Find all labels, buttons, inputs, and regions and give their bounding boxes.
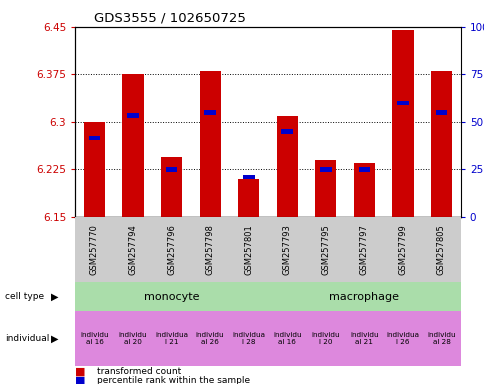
Bar: [191, 311, 229, 366]
Bar: [315, 160, 336, 217]
Bar: [204, 110, 215, 115]
Bar: [75, 217, 113, 282]
Bar: [113, 217, 152, 282]
Text: GSM257801: GSM257801: [243, 224, 253, 275]
Bar: [435, 110, 446, 115]
Bar: [383, 217, 421, 282]
Bar: [421, 311, 460, 366]
Bar: [267, 282, 460, 311]
Text: individua
l 26: individua l 26: [386, 332, 419, 344]
Text: macrophage: macrophage: [329, 291, 398, 302]
Text: individu
al 16: individu al 16: [80, 332, 108, 344]
Bar: [242, 175, 254, 179]
Text: individu
al 28: individu al 28: [426, 332, 455, 344]
Bar: [166, 167, 177, 172]
Text: GSM257793: GSM257793: [282, 224, 291, 275]
Text: individu
al 26: individu al 26: [196, 332, 224, 344]
Bar: [89, 136, 100, 140]
Text: monocyte: monocyte: [144, 291, 199, 302]
Bar: [152, 217, 191, 282]
Bar: [392, 30, 413, 217]
Bar: [199, 71, 220, 217]
Text: ■: ■: [75, 366, 86, 376]
Bar: [238, 179, 259, 217]
Bar: [396, 101, 408, 105]
Text: individu
al 21: individu al 21: [349, 332, 378, 344]
Text: GSM257797: GSM257797: [359, 224, 368, 275]
Text: individual: individual: [5, 334, 49, 343]
Bar: [84, 122, 105, 217]
Text: individu
l 20: individu l 20: [311, 332, 339, 344]
Bar: [267, 217, 306, 282]
Text: GDS3555 / 102650725: GDS3555 / 102650725: [94, 11, 246, 24]
Text: GSM257798: GSM257798: [205, 224, 214, 275]
Text: GSM257795: GSM257795: [320, 224, 330, 275]
Text: individua
l 21: individua l 21: [155, 332, 188, 344]
Bar: [358, 167, 369, 172]
Bar: [306, 217, 345, 282]
Bar: [276, 116, 297, 217]
Bar: [281, 129, 292, 134]
Bar: [345, 217, 383, 282]
Bar: [306, 311, 345, 366]
Bar: [319, 167, 331, 172]
Bar: [267, 311, 306, 366]
Text: GSM257805: GSM257805: [436, 224, 445, 275]
Text: GSM257796: GSM257796: [166, 224, 176, 275]
Bar: [345, 311, 383, 366]
Bar: [353, 163, 374, 217]
Bar: [75, 282, 267, 311]
Bar: [152, 311, 191, 366]
Bar: [430, 71, 451, 217]
Text: GSM257770: GSM257770: [90, 224, 99, 275]
Bar: [191, 217, 229, 282]
Text: percentile rank within the sample: percentile rank within the sample: [97, 376, 250, 384]
Text: GSM257799: GSM257799: [397, 224, 407, 275]
Text: individua
l 28: individua l 28: [232, 332, 265, 344]
Text: GSM257794: GSM257794: [128, 224, 137, 275]
Text: ▶: ▶: [51, 291, 58, 302]
Bar: [229, 311, 267, 366]
Bar: [122, 74, 143, 217]
Text: individu
al 16: individu al 16: [272, 332, 301, 344]
Bar: [383, 311, 421, 366]
Text: transformed count: transformed count: [97, 367, 181, 376]
Bar: [113, 311, 152, 366]
Bar: [127, 113, 138, 118]
Bar: [161, 157, 182, 217]
Text: cell type: cell type: [5, 292, 44, 301]
Text: ▶: ▶: [51, 333, 58, 343]
Bar: [75, 311, 113, 366]
Text: ■: ■: [75, 375, 86, 384]
Bar: [421, 217, 460, 282]
Text: individu
al 20: individu al 20: [119, 332, 147, 344]
Bar: [229, 217, 267, 282]
